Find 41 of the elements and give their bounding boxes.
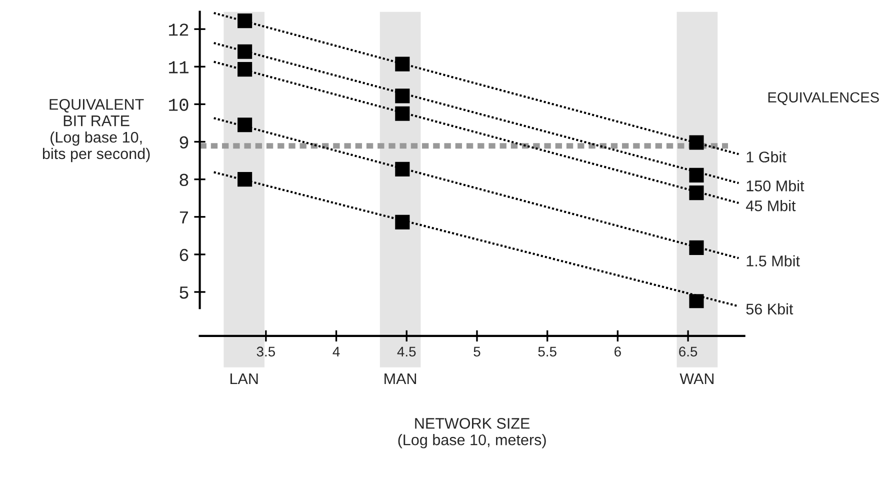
band-label: LAN <box>230 374 258 384</box>
series-label: 1 Gbit <box>746 151 786 162</box>
point <box>689 240 704 255</box>
point <box>238 62 252 77</box>
point <box>395 162 410 176</box>
series-label: 56 Kbit <box>746 303 794 315</box>
band-label: WAN <box>680 374 714 384</box>
point <box>395 214 410 230</box>
x-tick-label: 4 <box>332 346 340 356</box>
point <box>395 56 410 72</box>
y-tick-label: 12 <box>169 24 188 36</box>
legend-title: EQUIVALENCES <box>768 92 879 106</box>
y-tick-label: 8 <box>180 174 188 186</box>
x-tick-label: 5 <box>474 346 480 357</box>
band-label: MAN <box>384 374 416 384</box>
series-label: 150 Mbit <box>746 180 804 192</box>
y-tick-label: 10 <box>169 98 188 111</box>
series-label: 45 Mbit <box>746 200 796 212</box>
x-tick-label: 6 <box>614 346 621 357</box>
x-tick-label: 3.5 <box>256 346 275 357</box>
x-tick-label: 6.5 <box>679 346 698 357</box>
series-label: 1.5 Mbit <box>746 255 800 266</box>
point <box>238 14 252 28</box>
y-tick-label: 7 <box>180 212 188 224</box>
point <box>238 44 252 59</box>
y-tick-label: 9 <box>180 136 188 148</box>
y-tick-label: 6 <box>180 248 188 262</box>
point <box>689 135 704 150</box>
point <box>238 172 252 187</box>
y-axis-title: EQUIVALENT BIT RATE (Log base 10, bits per second) <box>42 98 150 162</box>
point <box>689 294 704 308</box>
point <box>238 118 252 132</box>
point <box>689 168 704 182</box>
point <box>395 106 410 121</box>
y-tick-label: 5 <box>180 286 188 299</box>
point <box>689 186 704 200</box>
y-tick-label: 11 <box>169 61 188 74</box>
x-tick-label: 5.5 <box>538 346 556 357</box>
point <box>395 88 410 104</box>
x-tick-label: 4.5 <box>397 346 416 357</box>
x-axis-title: NETWORK SIZE (Log base 10, meters) <box>398 418 546 448</box>
